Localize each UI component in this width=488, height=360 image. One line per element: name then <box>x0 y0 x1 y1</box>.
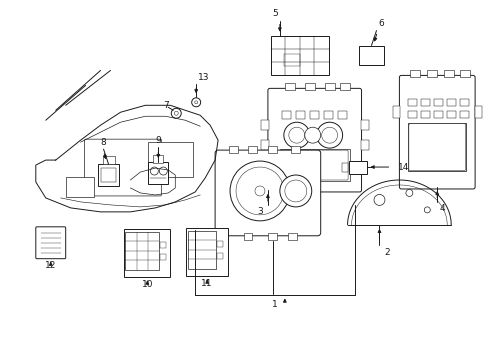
Bar <box>420 99 429 106</box>
Bar <box>443 70 453 77</box>
Bar <box>248 146 257 153</box>
Circle shape <box>288 127 304 143</box>
FancyBboxPatch shape <box>84 139 161 196</box>
Text: 14: 14 <box>398 163 409 172</box>
Bar <box>270 36 328 75</box>
Bar <box>268 146 277 153</box>
Bar <box>188 231 216 269</box>
Bar <box>341 163 347 171</box>
Bar <box>228 146 237 153</box>
FancyBboxPatch shape <box>36 227 65 259</box>
Bar <box>98 164 119 186</box>
Text: 9: 9 <box>155 136 161 145</box>
Bar <box>243 233 252 240</box>
Circle shape <box>194 101 197 104</box>
Text: 6: 6 <box>378 19 384 28</box>
Bar <box>288 233 297 240</box>
Bar <box>153 155 163 163</box>
Bar <box>459 111 468 118</box>
Bar <box>360 120 368 130</box>
Bar <box>339 83 349 90</box>
Circle shape <box>174 111 178 115</box>
Bar <box>433 111 442 118</box>
Text: 11: 11 <box>201 279 212 288</box>
Bar <box>296 111 305 119</box>
Circle shape <box>283 122 309 148</box>
Bar <box>420 111 429 118</box>
Circle shape <box>191 98 200 107</box>
Bar <box>282 111 291 119</box>
Bar <box>348 161 366 174</box>
Bar <box>309 111 319 119</box>
Bar <box>474 106 481 118</box>
Circle shape <box>321 127 337 143</box>
Bar <box>360 140 368 150</box>
Bar <box>261 140 268 150</box>
Circle shape <box>373 194 384 206</box>
Circle shape <box>279 175 311 207</box>
Bar <box>217 253 223 259</box>
Bar <box>101 168 116 182</box>
Circle shape <box>171 108 181 118</box>
Bar <box>392 106 399 118</box>
Bar <box>304 83 314 90</box>
Bar <box>217 241 223 247</box>
Text: 10: 10 <box>142 280 153 289</box>
Bar <box>433 99 442 106</box>
Bar <box>124 229 170 276</box>
Bar <box>291 146 300 153</box>
Circle shape <box>424 207 429 213</box>
FancyBboxPatch shape <box>267 88 361 192</box>
Bar <box>407 99 416 106</box>
Bar <box>268 233 277 240</box>
Circle shape <box>254 186 264 196</box>
Bar <box>446 99 455 106</box>
Bar <box>324 83 334 90</box>
Bar <box>186 228 227 276</box>
Bar <box>407 123 465 171</box>
Bar <box>358 45 384 66</box>
Circle shape <box>159 167 167 175</box>
FancyBboxPatch shape <box>408 124 465 171</box>
Text: 4: 4 <box>439 204 444 213</box>
Circle shape <box>150 167 158 175</box>
Text: 8: 8 <box>101 138 106 147</box>
Bar <box>160 254 166 260</box>
Bar <box>459 99 468 106</box>
Circle shape <box>304 127 320 143</box>
Text: 1: 1 <box>271 300 277 309</box>
Bar <box>337 111 346 119</box>
Bar <box>148 142 193 177</box>
Bar <box>407 111 416 118</box>
Bar <box>279 149 349 181</box>
Circle shape <box>229 161 289 221</box>
Bar <box>459 70 469 77</box>
Text: 12: 12 <box>45 261 56 270</box>
Bar <box>409 70 420 77</box>
Bar <box>102 156 114 164</box>
Bar <box>148 162 168 184</box>
Text: 3: 3 <box>257 207 262 216</box>
Circle shape <box>316 122 342 148</box>
FancyBboxPatch shape <box>281 150 347 180</box>
Bar <box>125 232 159 270</box>
Circle shape <box>405 189 412 197</box>
Circle shape <box>236 167 283 215</box>
FancyBboxPatch shape <box>215 150 320 236</box>
FancyBboxPatch shape <box>399 75 474 189</box>
Text: 7: 7 <box>163 101 169 110</box>
Text: 13: 13 <box>198 73 209 82</box>
Circle shape <box>285 180 306 202</box>
Bar <box>427 70 436 77</box>
Text: 5: 5 <box>271 9 277 18</box>
Bar <box>65 177 93 197</box>
Bar <box>160 242 166 248</box>
Text: 2: 2 <box>384 248 389 257</box>
Bar <box>283 54 299 67</box>
Bar <box>446 111 455 118</box>
Bar <box>285 83 294 90</box>
Bar <box>261 120 268 130</box>
Bar <box>324 111 332 119</box>
